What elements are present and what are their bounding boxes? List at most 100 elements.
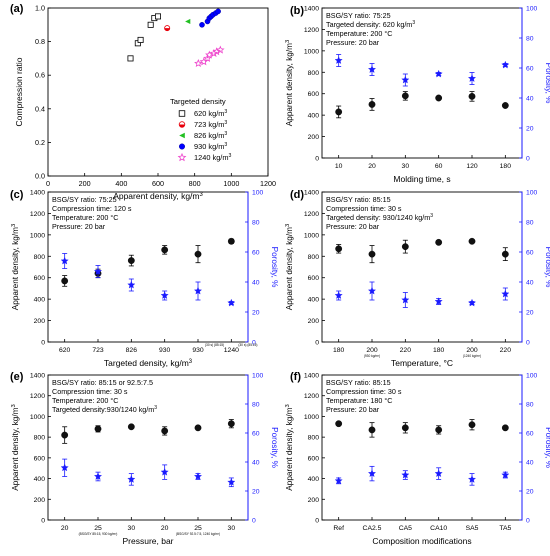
y-axis-label-b: Apparent density, kg/m3 bbox=[285, 40, 294, 126]
annotation-d: BSG/SY ratio: 85:15 bbox=[326, 195, 391, 204]
y-tick-label-a: 0.4 bbox=[35, 104, 45, 113]
y-tick-label-c: 1400 bbox=[30, 190, 45, 197]
x-tick-label-a: 400 bbox=[115, 179, 127, 188]
panel-label-e: (e) bbox=[10, 371, 24, 383]
data-point-a bbox=[216, 45, 225, 54]
x-tick-label-d: 220 bbox=[400, 347, 412, 354]
density-point-e bbox=[194, 424, 202, 432]
y-axis-label-f: Apparent density, kg/m3 bbox=[285, 404, 294, 490]
x-axis-label-f: Composition modifications bbox=[372, 536, 471, 546]
density-point-f bbox=[401, 424, 409, 432]
x-tick-note-c: (30 s) (85:15) bbox=[238, 343, 257, 347]
y2-axis-label-b: Porosity, % bbox=[544, 63, 550, 104]
y2-tick-label-c: 80 bbox=[252, 220, 260, 227]
annotation-f: Temperature: 180 °C bbox=[326, 396, 392, 405]
y-tick-label-e: 400 bbox=[34, 476, 46, 483]
panel-label-d: (d) bbox=[290, 189, 304, 201]
porosity-point-d bbox=[468, 298, 476, 307]
y-tick-label-c: 600 bbox=[34, 275, 46, 282]
density-point-e bbox=[161, 427, 169, 435]
y-tick-label-c: 1000 bbox=[30, 232, 45, 239]
x-tick-label-d: 180 bbox=[433, 347, 445, 354]
panel-b: (b) 0 200 400 600 800 1000 1200 1400 0 20 40 60 80 100… bbox=[285, 5, 550, 184]
y2-tick-label-c: 0 bbox=[252, 340, 256, 347]
porosity-point-b bbox=[501, 60, 510, 69]
legend-label-a: 620 kg/m3 bbox=[194, 109, 227, 118]
y-tick-label-f: 0 bbox=[315, 518, 319, 525]
panel-d: (d) 0 200 400 600 800 1000 1200 1400 0 20 40 60 80 100… bbox=[285, 189, 550, 368]
porosity-point-f bbox=[368, 469, 376, 477]
y2-tick-label-d: 20 bbox=[526, 310, 534, 317]
legend-marker-a bbox=[178, 110, 186, 117]
density-point-e bbox=[94, 425, 102, 433]
annotation-f: Pressure: 20 bar bbox=[326, 405, 380, 414]
porosity-point-d bbox=[401, 295, 410, 304]
porosity-point-d bbox=[334, 291, 343, 299]
y-tick-label-d: 1200 bbox=[304, 211, 319, 218]
x-tick-label-f: CA2.5 bbox=[363, 525, 382, 532]
x-tick-label-d: 180 bbox=[333, 347, 345, 354]
y-tick-label-d: 1400 bbox=[304, 190, 319, 197]
y-tick-label-b: 400 bbox=[308, 113, 320, 120]
y-axis-label-e: Apparent density, kg/m3 bbox=[11, 404, 20, 490]
x-tick-label-f: CA5 bbox=[399, 525, 412, 532]
annotation-d: Pressure: 20 bar bbox=[326, 222, 380, 231]
porosity-point-f bbox=[334, 476, 343, 485]
density-point-f bbox=[435, 426, 443, 434]
x-tick-label-c: 930 bbox=[192, 347, 204, 354]
density-point-d bbox=[368, 250, 376, 258]
density-point-d bbox=[435, 238, 443, 246]
x-tick-label-c: 930 bbox=[159, 347, 171, 354]
legend-label-a: 1240 kg/m3 bbox=[194, 153, 232, 162]
y-tick-label-e: 1400 bbox=[30, 373, 45, 380]
y-tick-label-f: 1000 bbox=[304, 414, 319, 421]
porosity-point-e bbox=[127, 475, 136, 483]
panel-label-a: (a) bbox=[10, 3, 24, 15]
y2-tick-label-c: 40 bbox=[252, 280, 260, 287]
y2-tick-label-b: 40 bbox=[526, 96, 534, 103]
annotation-d: Targeted density: 930/1240 kg/m3 bbox=[326, 213, 433, 222]
y-tick-label-a: 0.2 bbox=[35, 138, 45, 147]
y-axis-label-a: Compression ratio bbox=[14, 57, 24, 126]
x-tick-label-e: 20 bbox=[161, 525, 169, 532]
density-point-c bbox=[194, 250, 202, 258]
y-tick-label-f: 600 bbox=[308, 455, 320, 462]
y2-tick-label-b: 60 bbox=[526, 66, 534, 73]
y-tick-label-f: 1200 bbox=[304, 393, 319, 400]
density-point-f bbox=[468, 421, 476, 429]
annotation-f: Compression time: 30 s bbox=[326, 387, 402, 396]
panel-f: (f) 0 200 400 600 800 1000 1200 1400 0 20 40 60 80 100… bbox=[285, 371, 550, 546]
porosity-point-f bbox=[434, 469, 443, 477]
data-point-a bbox=[205, 50, 214, 59]
density-point-d bbox=[401, 243, 409, 251]
data-point-a bbox=[199, 21, 205, 28]
porosity-point-c bbox=[94, 267, 102, 275]
y2-axis-label-c: Porosity, % bbox=[270, 247, 279, 288]
x-tick-label-d: 220 bbox=[500, 347, 512, 354]
annotation-d: Compression time: 30 s bbox=[326, 204, 402, 213]
density-point-b bbox=[435, 94, 443, 102]
y-tick-label-e: 1200 bbox=[30, 393, 45, 400]
y-tick-label-d: 800 bbox=[308, 254, 320, 261]
x-axis-label-c: Targeted density, kg/m3 bbox=[104, 358, 193, 368]
y2-tick-label-c: 60 bbox=[252, 250, 260, 257]
legend-label-a: 826 kg/m3 bbox=[194, 131, 227, 140]
porosity-point-f bbox=[501, 470, 510, 479]
y2-tick-label-f: 100 bbox=[526, 373, 538, 380]
x-tick-note-d: (1240 kg/m³) bbox=[463, 354, 481, 358]
panel-label-c: (c) bbox=[10, 189, 24, 201]
x-tick-label-c: 1240 bbox=[224, 347, 239, 354]
y2-tick-label-d: 40 bbox=[526, 280, 534, 287]
y2-tick-label-f: 20 bbox=[526, 489, 534, 496]
y2-tick-label-e: 80 bbox=[252, 402, 260, 409]
y-tick-label-d: 400 bbox=[308, 297, 320, 304]
y2-tick-label-f: 40 bbox=[526, 460, 534, 467]
annotation-f: BSG/SY ratio: 85:15 bbox=[326, 378, 391, 387]
density-point-d bbox=[501, 250, 509, 258]
plot-frame-a bbox=[47, 7, 269, 177]
y2-axis-label-e: Porosity, % bbox=[270, 427, 279, 468]
density-point-b bbox=[368, 101, 376, 108]
x-axis-label-b: Molding time, s bbox=[393, 174, 450, 184]
y-axis-label-c: Apparent density, kg/m3 bbox=[11, 224, 20, 310]
porosity-point-d bbox=[434, 297, 443, 305]
